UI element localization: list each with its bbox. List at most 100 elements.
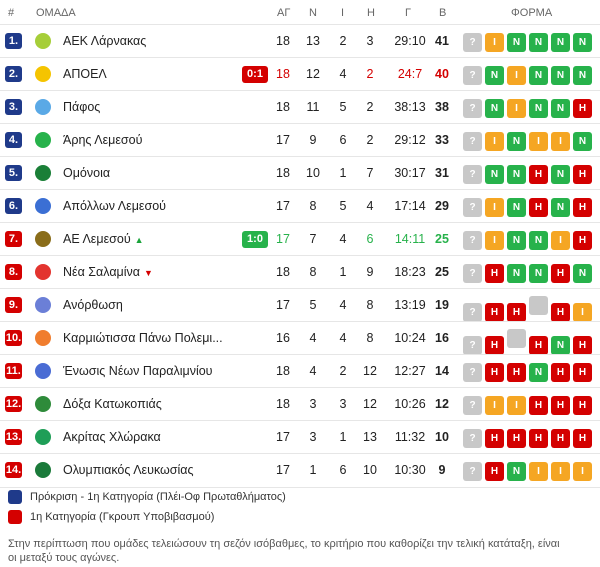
form-result[interactable] (507, 329, 526, 348)
form-result[interactable]: I (485, 396, 504, 415)
form-result[interactable]: H (485, 303, 504, 322)
form-result[interactable]: ? (463, 336, 482, 355)
live-score-badge[interactable]: 1:0 (242, 231, 268, 248)
form-result[interactable]: H (529, 336, 548, 355)
form-result[interactable]: ? (463, 231, 482, 250)
form-result[interactable]: I (485, 231, 504, 250)
live-score-badge[interactable]: 0:1 (242, 66, 268, 83)
form-result[interactable]: H (507, 363, 526, 382)
form-result[interactable]: H (551, 264, 570, 283)
form-result[interactable]: N (551, 66, 570, 85)
form-result[interactable]: N (507, 33, 526, 52)
header-points[interactable]: Β (439, 7, 447, 19)
table-row[interactable]: 8. Νέα Σαλαμίνα ▼ 18 8 1 9 18:23 25? H N N H N (0, 255, 600, 289)
table-row[interactable]: 6. Απόλλων Λεμεσού 17 8 5 4 17:14 29? I N H N H (0, 189, 600, 223)
form-result[interactable]: I (507, 66, 526, 85)
form-result[interactable]: N (573, 66, 592, 85)
form-result[interactable]: H (551, 429, 570, 448)
form-result[interactable]: N (529, 231, 548, 250)
form-result[interactable]: H (573, 99, 592, 118)
form-result[interactable]: I (573, 303, 592, 322)
team-name[interactable]: Πάφος (63, 100, 100, 114)
form-result[interactable]: N (507, 462, 526, 481)
team-name[interactable]: Ακρίτας Χλώρακα (63, 430, 161, 444)
form-result[interactable]: N (551, 99, 570, 118)
form-result[interactable]: N (507, 132, 526, 151)
form-result[interactable]: N (551, 336, 570, 355)
team-name[interactable]: Ολυμπιακός Λευκωσίας (63, 463, 194, 477)
form-result[interactable]: N (551, 198, 570, 217)
form-result[interactable]: ? (463, 462, 482, 481)
header-wins[interactable]: Ν (309, 7, 317, 19)
form-result[interactable]: H (573, 198, 592, 217)
table-row[interactable]: 3. Πάφος 18 11 5 2 38:13 38? N I N N H (0, 90, 600, 124)
form-result[interactable]: H (551, 363, 570, 382)
form-result[interactable]: I (573, 462, 592, 481)
form-result[interactable]: H (485, 363, 504, 382)
header-draws[interactable]: Ι (341, 7, 345, 19)
form-result[interactable]: H (573, 231, 592, 250)
form-result[interactable]: N (507, 165, 526, 184)
form-result[interactable]: H (507, 429, 526, 448)
form-result[interactable]: H (551, 303, 570, 322)
form-result[interactable]: I (485, 198, 504, 217)
team-name[interactable]: Άρης Λεμεσού (63, 133, 142, 147)
form-result[interactable]: ? (463, 132, 482, 151)
form-result[interactable]: N (529, 33, 548, 52)
team-name[interactable]: Απόλλων Λεμεσού (63, 199, 166, 213)
table-row[interactable]: 12. Δόξα Κατωκοπιάς 18 3 3 12 10:26 12? I I H H H (0, 387, 600, 421)
table-row[interactable]: 9. Ανόρθωση 17 5 4 8 13:19 19? H H H I (0, 288, 600, 322)
table-row[interactable]: 2. ΑΠΟΕΛ 0:1 18 12 4 2 24:7 40? N I N N N (0, 57, 600, 91)
form-result[interactable]: N (507, 198, 526, 217)
form-result[interactable]: H (573, 165, 592, 184)
form-result[interactable]: I (529, 132, 548, 151)
form-result[interactable]: H (507, 303, 526, 322)
form-result[interactable]: N (551, 165, 570, 184)
form-result[interactable]: ? (463, 303, 482, 322)
form-result[interactable]: N (507, 264, 526, 283)
header-team[interactable]: ΟΜΑΔΑ (36, 7, 76, 19)
form-result[interactable]: ? (463, 99, 482, 118)
form-result[interactable]: I (485, 132, 504, 151)
form-result[interactable]: H (485, 429, 504, 448)
team-name[interactable]: Δόξα Κατωκοπιάς (63, 397, 162, 411)
form-result[interactable]: H (551, 396, 570, 415)
form-result[interactable]: N (573, 33, 592, 52)
form-result[interactable]: N (507, 231, 526, 250)
form-result[interactable]: ? (463, 429, 482, 448)
form-result[interactable]: N (529, 363, 548, 382)
form-result[interactable]: N (529, 99, 548, 118)
form-result[interactable]: H (529, 396, 548, 415)
form-result[interactable]: I (529, 462, 548, 481)
form-result[interactable]: N (529, 264, 548, 283)
table-row[interactable]: 5. Ομόνοια 18 10 1 7 30:17 31? N N H N H (0, 156, 600, 190)
form-result[interactable]: H (573, 363, 592, 382)
form-result[interactable]: N (529, 66, 548, 85)
team-name[interactable]: Νέα Σαλαμίνα ▼ (63, 265, 153, 279)
form-result[interactable]: H (485, 264, 504, 283)
form-result[interactable]: ? (463, 165, 482, 184)
table-row[interactable]: 14. Ολυμπιακός Λευκωσίας 17 1 6 10 10:30 9? H N I I… (0, 453, 600, 488)
form-result[interactable]: I (485, 33, 504, 52)
table-row[interactable]: 1. ΑΕΚ Λάρνακας 18 13 2 3 29:10 41? I N N N N (0, 24, 600, 58)
form-result[interactable]: H (573, 429, 592, 448)
form-result[interactable]: I (507, 99, 526, 118)
table-row[interactable]: 4. Άρης Λεμεσού 17 9 6 2 29:12 33? I N I I N (0, 123, 600, 157)
header-played[interactable]: ΑΓ (277, 7, 291, 19)
team-name[interactable]: Ένωσις Νέων Παραλιμνίου (63, 364, 213, 378)
team-name[interactable]: Ομόνοια (63, 166, 110, 180)
form-result[interactable]: I (507, 396, 526, 415)
team-name[interactable]: Καρμιώτισσα Πάνω Πολεμι... (63, 331, 223, 345)
form-result[interactable]: N (485, 66, 504, 85)
table-row[interactable]: 11. Ένωσις Νέων Παραλιμνίου 18 4 2 12 12:27 14?… (0, 354, 600, 388)
form-result[interactable]: I (551, 231, 570, 250)
form-result[interactable]: H (485, 462, 504, 481)
form-result[interactable] (529, 296, 548, 315)
team-name[interactable]: Ανόρθωση (63, 298, 123, 312)
form-result[interactable]: ? (463, 66, 482, 85)
form-result[interactable]: I (551, 462, 570, 481)
form-result[interactable]: H (529, 198, 548, 217)
table-row[interactable]: 10. Καρμιώτισσα Πάνω Πολεμι... 16 4 4 8 10:24 1… (0, 321, 600, 355)
form-result[interactable]: N (485, 165, 504, 184)
form-result[interactable]: ? (463, 198, 482, 217)
